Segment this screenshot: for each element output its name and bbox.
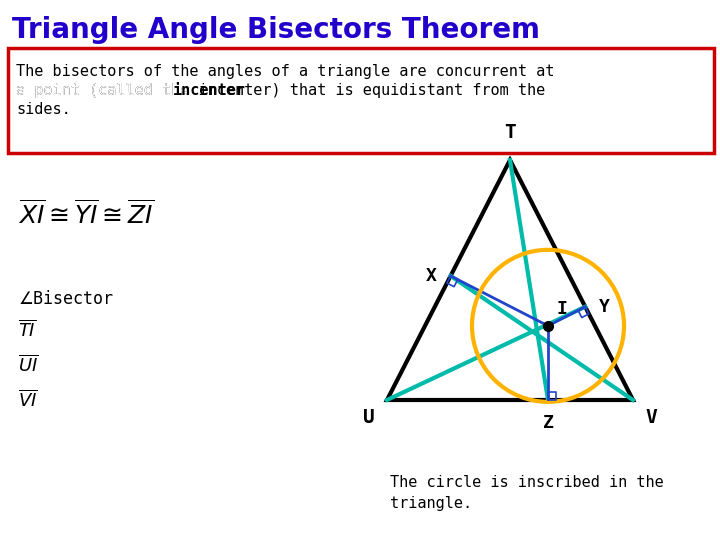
Text: $\angle$Bisector: $\angle$Bisector xyxy=(18,290,114,308)
Text: I: I xyxy=(556,300,567,318)
Text: Z: Z xyxy=(543,414,554,432)
Text: X: X xyxy=(426,267,436,285)
Text: $\overline{UI}$: $\overline{UI}$ xyxy=(18,355,38,376)
Text: a point (called the incenter) that is equidistant from the: a point (called the incenter) that is eq… xyxy=(16,83,545,98)
Text: The circle is inscribed in the
triangle.: The circle is inscribed in the triangle. xyxy=(390,475,664,511)
Text: $\overline{TI}$: $\overline{TI}$ xyxy=(18,320,36,341)
Text: a point (called the: a point (called the xyxy=(16,83,199,98)
Text: sides.: sides. xyxy=(16,102,71,117)
Text: incenter: incenter xyxy=(173,83,246,98)
Text: $\overline{XI} \cong \overline{YI} \cong \overline{ZI}$: $\overline{XI} \cong \overline{YI} \cong… xyxy=(18,200,154,229)
Text: $\overline{VI}$: $\overline{VI}$ xyxy=(18,390,37,411)
Text: V: V xyxy=(645,408,657,427)
Text: Y: Y xyxy=(599,298,610,316)
Bar xyxy=(8,48,714,153)
Text: The bisectors of the angles of a triangle are concurrent at: The bisectors of the angles of a triangl… xyxy=(16,64,554,79)
Text: U: U xyxy=(364,408,375,427)
Text: Triangle Angle Bisectors Theorem: Triangle Angle Bisectors Theorem xyxy=(12,16,540,44)
Text: T: T xyxy=(504,123,516,142)
